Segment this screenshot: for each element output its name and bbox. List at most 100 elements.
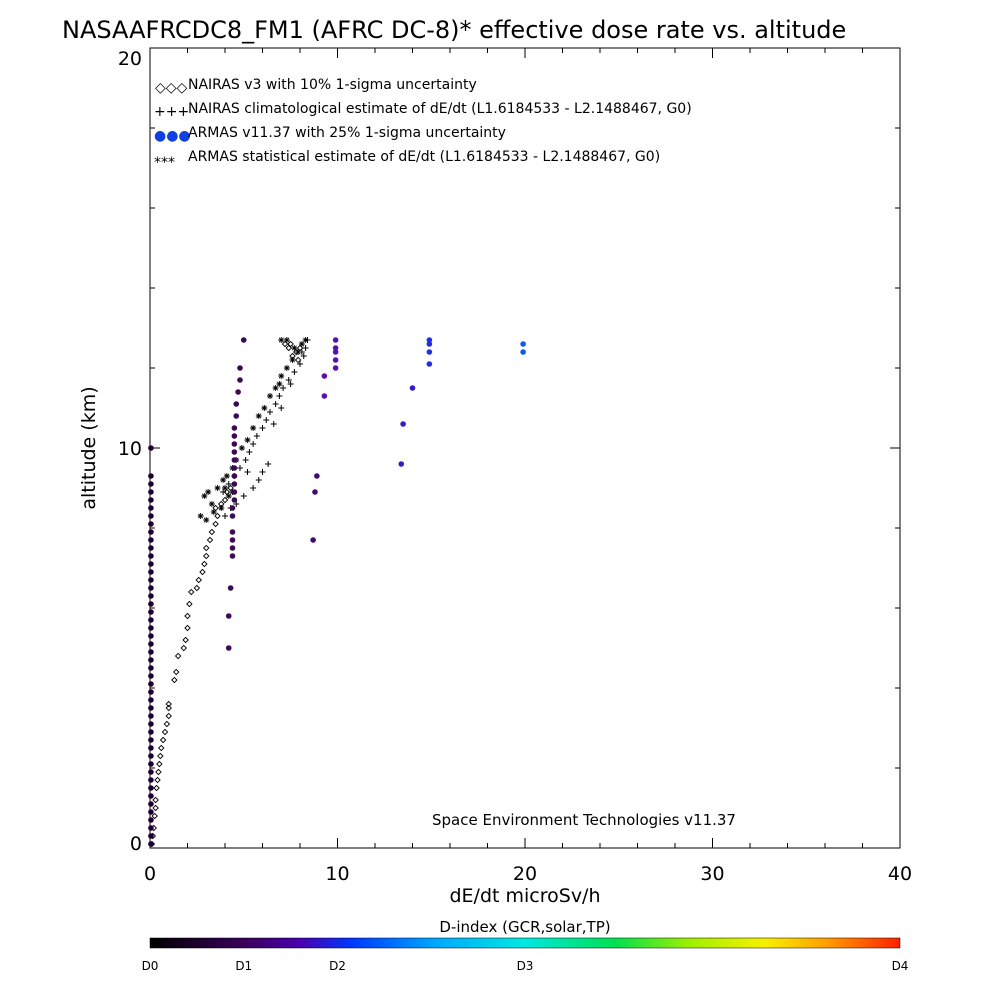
nairas-clim-point bbox=[242, 457, 249, 463]
armas-point bbox=[148, 553, 154, 559]
armas-point bbox=[225, 645, 232, 651]
colorbar-title: D-index (GCR,solar,TP) bbox=[439, 918, 610, 936]
x-tick-labels: 0 10 20 30 40 bbox=[144, 863, 912, 885]
nairas-point bbox=[157, 752, 164, 760]
legend-entry-armas: ARMAS v11.37 with 25% 1-sigma uncertaint… bbox=[188, 125, 506, 141]
armas-stat-point bbox=[222, 485, 228, 491]
armas-point bbox=[148, 577, 154, 583]
armas-point bbox=[332, 349, 339, 355]
plot-frame bbox=[149, 47, 901, 849]
nairas-point bbox=[186, 600, 193, 608]
legend-entry-armas-stat: ARMAS statistical estimate of dE/dt (L1.… bbox=[188, 149, 660, 165]
legend-marker-nairas-clim: +++ bbox=[154, 104, 189, 120]
nairas-clim-point bbox=[285, 377, 292, 383]
y-tick-label: 10 bbox=[118, 438, 142, 460]
armas-point bbox=[426, 349, 433, 355]
nairas-point bbox=[221, 496, 229, 504]
armas-stat-point bbox=[283, 365, 290, 371]
armas-stat-point bbox=[223, 473, 230, 479]
armas-point bbox=[148, 545, 154, 551]
armas-point bbox=[426, 337, 433, 343]
armas-point bbox=[148, 609, 154, 615]
armas-point bbox=[409, 385, 416, 391]
legend: ◇◇◇ NAIRAS v3 with 10% 1-sigma uncertain… bbox=[154, 77, 692, 171]
armas-point bbox=[231, 457, 238, 463]
armas-point bbox=[231, 473, 238, 479]
armas-point bbox=[225, 613, 232, 619]
nairas-clim-point bbox=[222, 513, 228, 519]
armas-point bbox=[148, 569, 154, 575]
armas-point bbox=[233, 401, 240, 407]
y-tick-labels: 0 10 20 bbox=[118, 48, 142, 855]
armas-stat-point bbox=[197, 513, 204, 519]
armas-point bbox=[148, 777, 154, 783]
legend-marker-armas-stat: *** bbox=[154, 155, 175, 171]
armas-stat-point bbox=[220, 477, 227, 483]
armas-stat-point bbox=[267, 393, 273, 399]
armas-point bbox=[321, 373, 328, 379]
armas-point bbox=[229, 505, 236, 511]
nairas-clim-point bbox=[246, 449, 253, 455]
colorbar-label: D0 bbox=[142, 959, 159, 973]
nairas-point bbox=[281, 340, 289, 348]
armas-point bbox=[148, 689, 154, 695]
armas-stat-point bbox=[289, 357, 296, 363]
nairas-clim-point bbox=[225, 481, 232, 487]
x-tick-label: 40 bbox=[888, 863, 912, 885]
armas-stat-point bbox=[278, 337, 285, 343]
nairas-clim-point bbox=[250, 441, 257, 447]
colorbar-labels: D0 D1 D2 D3 D4 bbox=[142, 959, 909, 973]
nairas-point bbox=[206, 536, 214, 544]
nairas-point bbox=[156, 760, 163, 768]
armas-point bbox=[231, 497, 238, 503]
armas-point bbox=[148, 705, 154, 711]
armas-point bbox=[312, 489, 318, 495]
nairas-point bbox=[212, 520, 219, 528]
armas-point bbox=[426, 341, 433, 347]
chart-title: NASAAFRCDC8_FM1 (AFRC DC-8)* effective d… bbox=[62, 16, 846, 44]
armas-point bbox=[148, 633, 154, 639]
armas-stat-point bbox=[261, 405, 268, 411]
armas-point bbox=[148, 529, 154, 535]
x-tick-label: 0 bbox=[144, 863, 156, 885]
armas-point bbox=[148, 833, 154, 839]
armas-point bbox=[314, 473, 320, 479]
nairas-clim-point bbox=[267, 409, 273, 415]
armas-point bbox=[148, 601, 154, 607]
armas-stat-point bbox=[276, 381, 283, 387]
armas-point bbox=[231, 481, 238, 487]
colorbar-label: D3 bbox=[517, 959, 534, 973]
nairas-point bbox=[159, 736, 167, 744]
nairas-point bbox=[199, 568, 206, 576]
x-tick-label: 20 bbox=[513, 863, 537, 885]
armas-point bbox=[148, 473, 154, 479]
credit-text: Space Environment Technologies v11.37 bbox=[432, 811, 736, 829]
armas-stat-point bbox=[201, 493, 208, 499]
armas-point bbox=[227, 585, 234, 591]
nairas-point bbox=[285, 344, 292, 352]
armas-point bbox=[398, 461, 405, 467]
armas-point bbox=[148, 593, 154, 599]
armas-stat-point bbox=[203, 517, 210, 523]
armas-point bbox=[148, 793, 154, 799]
nairas-point bbox=[161, 728, 169, 736]
armas-point bbox=[233, 413, 240, 419]
armas-point bbox=[148, 665, 154, 671]
armas-stat-point bbox=[208, 501, 215, 507]
data-points bbox=[148, 337, 526, 848]
nairas-clim-point bbox=[300, 353, 307, 359]
nairas-clim-point bbox=[259, 469, 266, 475]
legend-entry-nairas: NAIRAS v3 with 10% 1-sigma uncertainty bbox=[188, 77, 477, 93]
armas-point bbox=[148, 841, 154, 847]
nairas-point bbox=[152, 796, 159, 804]
y-axis-label: altitude (km) bbox=[78, 386, 100, 509]
armas-point bbox=[148, 641, 154, 647]
armas-point bbox=[229, 537, 236, 543]
armas-point bbox=[148, 721, 154, 727]
armas-point bbox=[231, 425, 238, 431]
armas-stat-point bbox=[278, 373, 285, 379]
nairas-point bbox=[151, 812, 158, 820]
armas-stat-point bbox=[291, 345, 298, 351]
armas-point bbox=[148, 497, 154, 503]
